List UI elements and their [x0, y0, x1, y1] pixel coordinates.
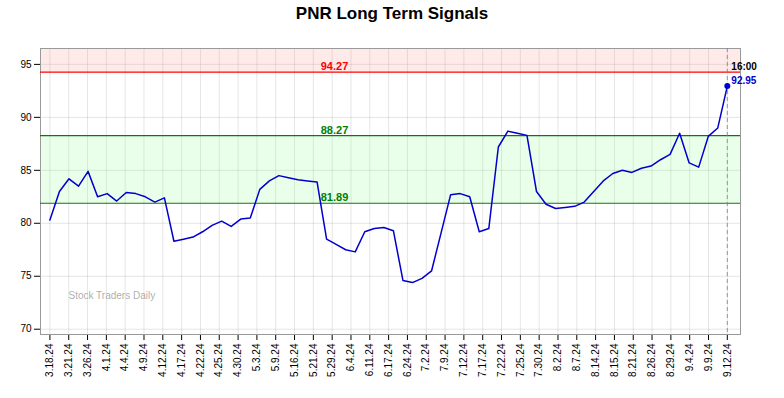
svg-text:8.7.24: 8.7.24 — [571, 343, 582, 371]
svg-text:9.9.24: 9.9.24 — [703, 343, 714, 371]
svg-text:4.9.24: 4.9.24 — [138, 343, 149, 371]
svg-text:6.24.24: 6.24.24 — [402, 343, 413, 377]
svg-text:75: 75 — [20, 270, 32, 281]
svg-text:5.21.24: 5.21.24 — [308, 343, 319, 377]
svg-text:88.27: 88.27 — [321, 124, 349, 136]
svg-text:8.29.24: 8.29.24 — [665, 343, 676, 377]
svg-text:8.21.24: 8.21.24 — [627, 343, 638, 377]
svg-text:8.14.24: 8.14.24 — [590, 343, 601, 377]
svg-text:3.18.24: 3.18.24 — [44, 343, 55, 377]
svg-text:5.3.24: 5.3.24 — [251, 343, 262, 371]
svg-text:4.4.24: 4.4.24 — [119, 343, 130, 371]
svg-text:5.29.24: 5.29.24 — [326, 343, 337, 377]
svg-text:5.16.24: 5.16.24 — [289, 343, 300, 377]
svg-text:7.17.24: 7.17.24 — [477, 343, 488, 377]
svg-text:8.15.24: 8.15.24 — [609, 343, 620, 377]
svg-text:6.4.24: 6.4.24 — [345, 343, 356, 371]
svg-text:4.30.24: 4.30.24 — [232, 343, 243, 377]
svg-text:9.12.24: 9.12.24 — [722, 343, 733, 377]
svg-text:4.25.24: 4.25.24 — [213, 343, 224, 377]
svg-text:7.2.24: 7.2.24 — [420, 343, 431, 371]
svg-text:81.89: 81.89 — [321, 191, 349, 203]
svg-text:3.26.24: 3.26.24 — [82, 343, 93, 377]
svg-text:5.9.24: 5.9.24 — [270, 343, 281, 371]
svg-text:80: 80 — [20, 217, 32, 228]
svg-text:95: 95 — [20, 59, 32, 70]
svg-text:85: 85 — [20, 165, 32, 176]
svg-text:94.27: 94.27 — [321, 60, 349, 72]
svg-text:8.26.24: 8.26.24 — [646, 343, 657, 377]
svg-text:6.11.24: 6.11.24 — [364, 343, 375, 376]
html-text:PNR Long Term Signals: PNR Long Term Signals — [295, 4, 489, 23]
svg-text:3.21.24: 3.21.24 — [63, 343, 74, 377]
svg-text:7.30.24: 7.30.24 — [533, 343, 544, 377]
svg-text:7.12.24: 7.12.24 — [458, 343, 469, 377]
svg-text:90: 90 — [20, 112, 32, 123]
svg-text:4.1.24: 4.1.24 — [101, 343, 112, 371]
svg-text:9.4.24: 9.4.24 — [684, 343, 695, 371]
svg-text:7.25.24: 7.25.24 — [515, 343, 526, 377]
svg-text:16:00: 16:00 — [731, 61, 757, 72]
svg-text:6.17.24: 6.17.24 — [383, 343, 394, 377]
svg-text:92.95: 92.95 — [731, 75, 756, 86]
svg-text:Stock Traders Daily: Stock Traders Daily — [69, 290, 156, 301]
svg-text:8.2.24: 8.2.24 — [552, 343, 563, 371]
svg-text:4.12.24: 4.12.24 — [157, 343, 168, 377]
svg-text:4.22.24: 4.22.24 — [195, 343, 206, 377]
svg-text:7.22.24: 7.22.24 — [496, 343, 507, 377]
svg-text:7.9.24: 7.9.24 — [439, 343, 450, 371]
svg-text:4.17.24: 4.17.24 — [176, 343, 187, 377]
svg-text:70: 70 — [20, 323, 32, 334]
